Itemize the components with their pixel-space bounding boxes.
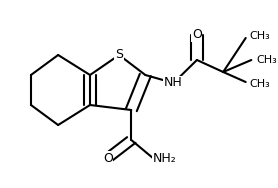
Text: O: O — [192, 29, 202, 42]
Text: S: S — [115, 49, 123, 61]
Text: CH₃: CH₃ — [250, 31, 270, 41]
Text: NH: NH — [164, 77, 183, 89]
Text: CH₃: CH₃ — [250, 79, 270, 89]
Text: CH₃: CH₃ — [257, 55, 277, 65]
Text: O: O — [103, 152, 113, 164]
Text: NH₂: NH₂ — [153, 152, 177, 164]
